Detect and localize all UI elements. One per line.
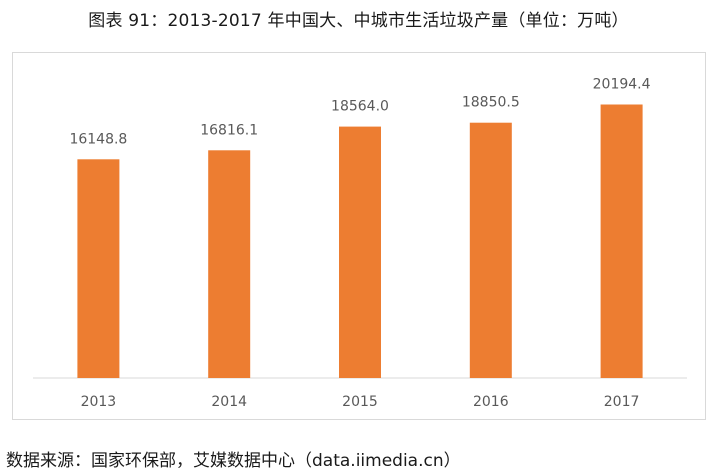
x-tick-label-2017: 2017 (604, 394, 640, 410)
x-tick-label-2014: 2014 (211, 394, 247, 410)
bar-2015 (339, 126, 381, 378)
data-label-2016: 18850.5 (462, 95, 520, 111)
data-label-2014: 16816.1 (200, 122, 258, 138)
data-label-2013: 16148.8 (69, 131, 127, 147)
bar-2013 (77, 159, 120, 378)
x-tick-label-2015: 2015 (342, 394, 378, 410)
x-tick-label-2013: 2013 (81, 394, 117, 410)
data-label-2017: 20194.4 (593, 77, 651, 93)
data-label-2015: 18564.0 (331, 99, 389, 115)
bar-2017 (600, 104, 643, 378)
bar-chart: 16148.8 2013 16816.1 2014 18564.0 2015 18850.5… (33, 77, 687, 410)
x-tick-label-2016: 2016 (473, 394, 509, 410)
bar-2014 (208, 150, 251, 378)
bar-2016 (469, 122, 512, 378)
source-note: 数据来源：国家环保部，艾媒数据中心（data.iimedia.cn） (6, 451, 461, 471)
chart-area: 16148.8 2013 16816.1 2014 18564.0 2015 18850.5… (12, 52, 706, 420)
chart-title: 图表 91：2013-2017 年中国大、中城市生活垃圾产量（单位：万吨） (88, 11, 629, 31)
